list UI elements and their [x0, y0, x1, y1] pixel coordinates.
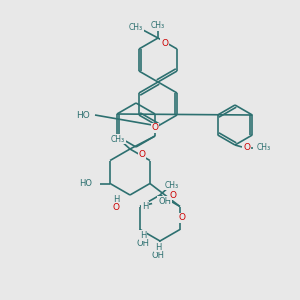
Text: CH₃: CH₃ [151, 22, 165, 31]
Text: O: O [112, 202, 119, 211]
Text: O: O [243, 143, 250, 152]
Text: CH₃: CH₃ [257, 143, 271, 152]
Text: OH: OH [136, 239, 150, 248]
Text: O: O [178, 214, 185, 223]
Text: O: O [169, 190, 176, 200]
Text: HO: HO [79, 179, 92, 188]
Text: OH: OH [152, 250, 164, 260]
Text: CH₃: CH₃ [111, 134, 125, 143]
Text: CH₃: CH₃ [129, 23, 143, 32]
Text: O: O [139, 150, 145, 159]
Text: H: H [155, 242, 161, 251]
Text: H: H [142, 202, 148, 211]
Text: H: H [113, 196, 119, 205]
Text: CH₃: CH₃ [165, 181, 179, 190]
Text: OH: OH [158, 197, 171, 206]
Text: O: O [161, 39, 168, 48]
Text: HO: HO [76, 110, 90, 119]
Text: H: H [140, 231, 146, 240]
Text: O: O [152, 124, 158, 133]
Text: O: O [112, 137, 118, 146]
